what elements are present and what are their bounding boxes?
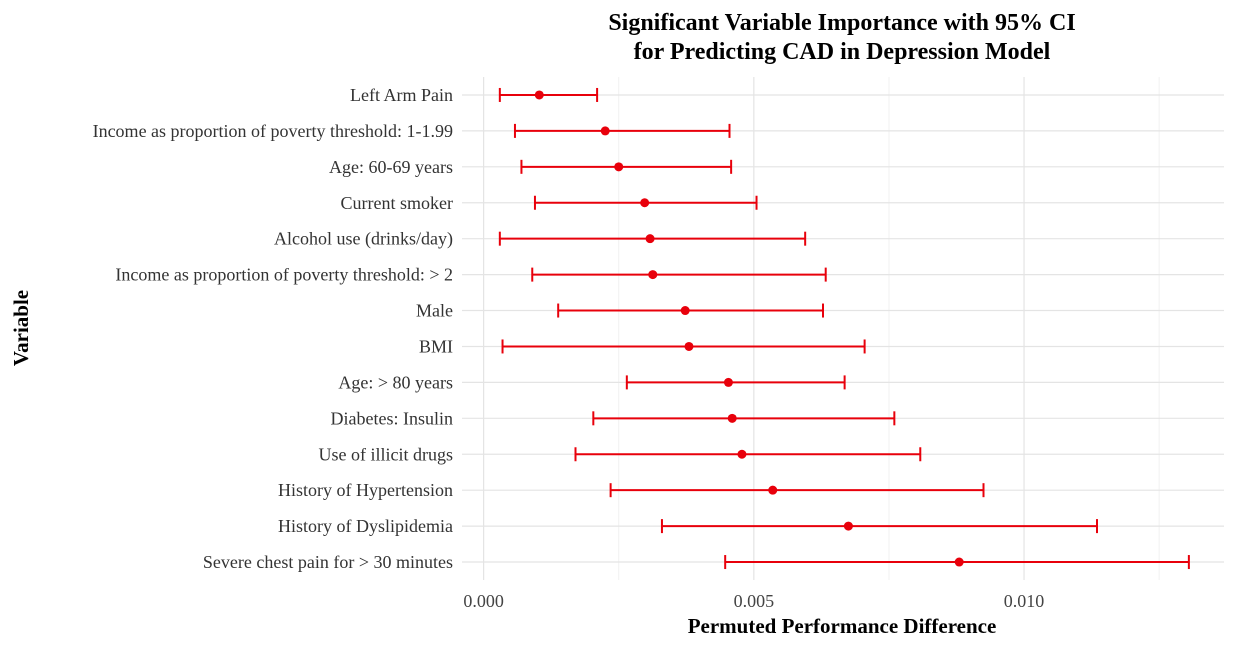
data-point [768, 485, 778, 495]
data-point [614, 162, 624, 172]
data-point [600, 126, 610, 136]
data-point [680, 306, 690, 316]
category-label: Age: > 80 years [338, 372, 453, 392]
category-label: Current smoker [341, 193, 453, 213]
category-label: Alcohol use (drinks/day) [274, 229, 453, 250]
data-point [684, 341, 694, 351]
y-axis-title: Variable [9, 290, 33, 366]
category-label: History of Hypertension [278, 480, 453, 500]
plot-area: Left Arm Pain Income as proportion of pov… [93, 77, 1224, 611]
data-point [954, 557, 964, 567]
category-label: Male [416, 301, 453, 321]
category-label: Severe chest pain for > 30 minutes [203, 552, 453, 572]
category-label: Income as proportion of poverty threshol… [93, 121, 453, 141]
data-point [737, 449, 747, 459]
category-label: BMI [419, 336, 453, 356]
chart-title-line1: Significant Variable Importance with 95%… [608, 10, 1075, 36]
category-label: History of Dyslipidemia [278, 516, 453, 536]
x-axis-title: Permuted Performance Difference [688, 614, 997, 638]
data-point [645, 234, 655, 244]
data-point [648, 270, 658, 280]
data-point [640, 198, 650, 208]
x-tick-label: 0.005 [734, 591, 775, 611]
category-label: Income as proportion of poverty threshol… [115, 265, 453, 285]
x-tick-label: 0.010 [1004, 591, 1045, 611]
category-label: Diabetes: Insulin [331, 408, 453, 428]
category-label: Left Arm Pain [350, 85, 453, 105]
category-label: Age: 60-69 years [329, 157, 453, 177]
data-point [843, 521, 853, 531]
chart-title-line2: for Predicting CAD in Depression Model [634, 39, 1051, 65]
data-point [727, 413, 737, 423]
data-point [534, 90, 544, 100]
x-tick-label: 0.000 [463, 591, 504, 611]
category-label: Use of illicit drugs [319, 444, 453, 464]
data-point [723, 377, 733, 387]
